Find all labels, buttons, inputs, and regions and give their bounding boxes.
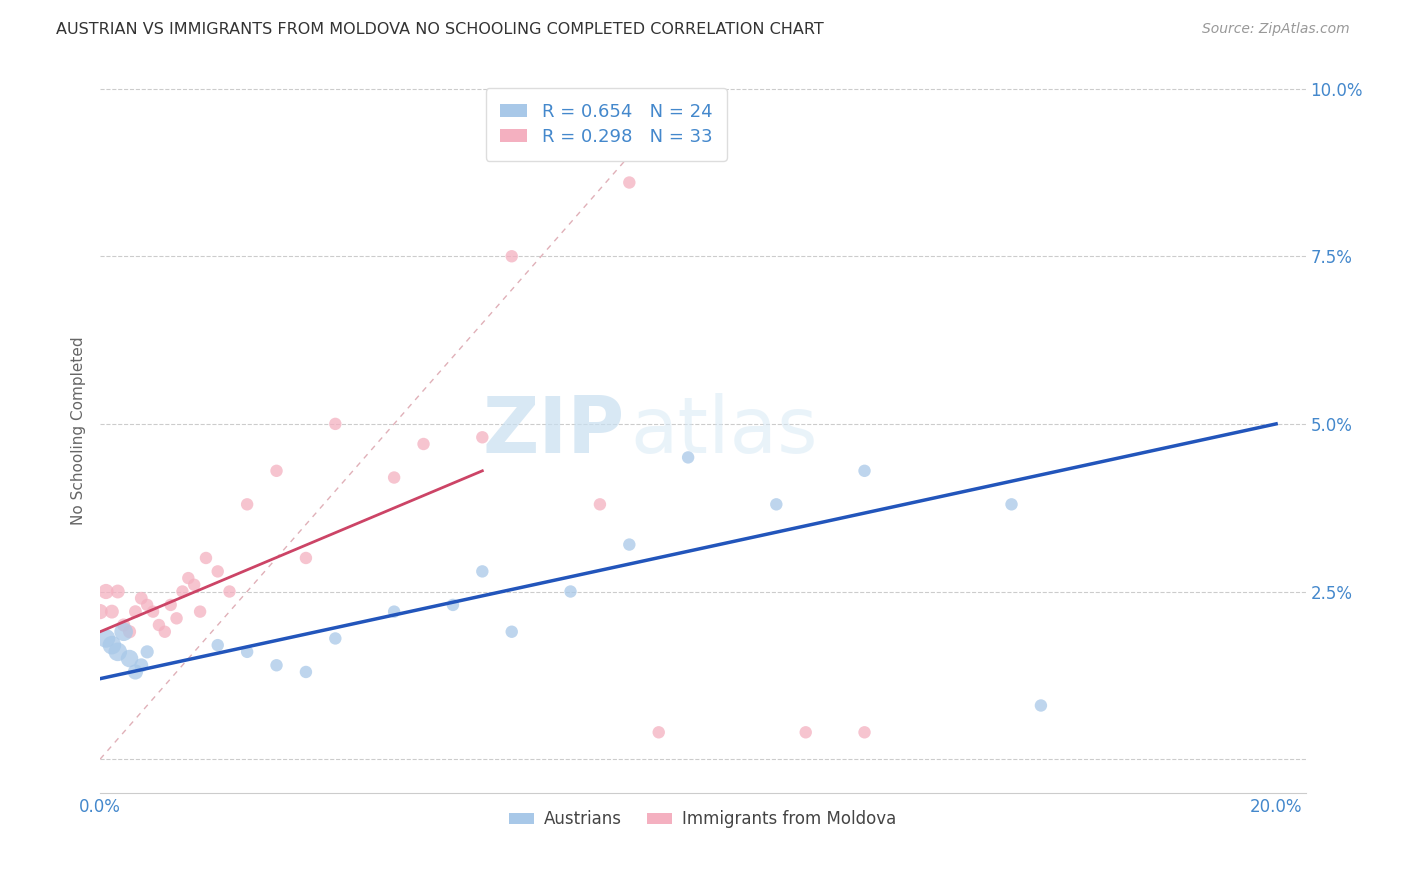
Point xyxy=(177,571,200,585)
Point xyxy=(124,665,146,679)
Point xyxy=(129,658,152,673)
Text: ZIP: ZIP xyxy=(482,392,624,468)
Point xyxy=(266,464,288,478)
Point xyxy=(382,470,405,484)
Point xyxy=(218,584,240,599)
Point xyxy=(118,651,141,665)
Point xyxy=(94,584,117,599)
Point xyxy=(118,624,141,639)
Point xyxy=(323,632,346,646)
Point xyxy=(560,584,582,599)
Point xyxy=(765,497,787,511)
Point xyxy=(188,605,211,619)
Point xyxy=(853,464,876,478)
Point xyxy=(295,551,318,566)
Point xyxy=(236,645,259,659)
Point xyxy=(94,632,117,646)
Point xyxy=(619,538,641,552)
Point xyxy=(1029,698,1052,713)
Point xyxy=(207,638,229,652)
Point xyxy=(207,565,229,579)
Point xyxy=(501,249,523,263)
Point xyxy=(142,605,165,619)
Point xyxy=(112,618,135,632)
Point xyxy=(194,551,217,566)
Point xyxy=(101,605,124,619)
Point xyxy=(129,591,152,606)
Legend: Austrians, Immigrants from Moldova: Austrians, Immigrants from Moldova xyxy=(502,804,903,835)
Point xyxy=(153,624,176,639)
Point xyxy=(107,584,129,599)
Point xyxy=(323,417,346,431)
Point xyxy=(107,645,129,659)
Point xyxy=(266,658,288,673)
Point xyxy=(471,430,494,444)
Point xyxy=(136,598,159,612)
Point xyxy=(112,624,135,639)
Y-axis label: No Schooling Completed: No Schooling Completed xyxy=(72,336,86,524)
Point xyxy=(853,725,876,739)
Point xyxy=(441,598,464,612)
Point xyxy=(382,605,405,619)
Point xyxy=(412,437,434,451)
Point xyxy=(124,605,146,619)
Point xyxy=(183,578,205,592)
Point xyxy=(89,605,111,619)
Point xyxy=(166,611,188,625)
Point xyxy=(589,497,612,511)
Point xyxy=(501,624,523,639)
Point xyxy=(101,638,124,652)
Point xyxy=(676,450,699,465)
Point xyxy=(295,665,318,679)
Text: AUSTRIAN VS IMMIGRANTS FROM MOLDOVA NO SCHOOLING COMPLETED CORRELATION CHART: AUSTRIAN VS IMMIGRANTS FROM MOLDOVA NO S… xyxy=(56,22,824,37)
Point xyxy=(471,565,494,579)
Point xyxy=(172,584,194,599)
Point xyxy=(1000,497,1022,511)
Point xyxy=(236,497,259,511)
Point xyxy=(148,618,170,632)
Text: Source: ZipAtlas.com: Source: ZipAtlas.com xyxy=(1202,22,1350,37)
Point xyxy=(159,598,181,612)
Point xyxy=(136,645,159,659)
Point xyxy=(794,725,817,739)
Point xyxy=(619,176,641,190)
Point xyxy=(648,725,671,739)
Text: atlas: atlas xyxy=(630,392,818,468)
